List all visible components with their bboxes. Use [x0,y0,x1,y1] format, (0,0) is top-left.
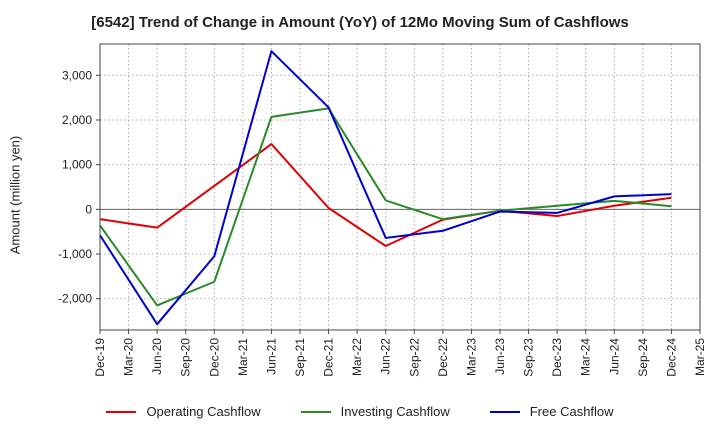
y-tick-label: 3,000 [62,68,92,82]
x-tick-labels: Dec-19 Mar-20 Jun-20 Sep-20 Dec-20 Mar-21 Jun-… [93,330,707,377]
x-tick-label: Jun-22 [379,338,393,375]
series-lines [99,50,672,326]
x-tick-label: Mar-24 [579,338,593,376]
x-tick-label: Sep-23 [522,338,536,377]
legend-label-free: Free Cashflow [529,404,614,419]
legend: Operating Cashflow Investing Cashflow Fr… [0,404,720,419]
legend-item-investing: Investing Cashflow [300,404,450,419]
x-tick-label: Dec-21 [322,338,336,377]
x-tick-label: Dec-23 [550,338,564,377]
y-tick-label: 0 [85,202,92,216]
x-tick-label: Mar-25 [693,338,707,376]
plot-frame [99,43,701,331]
x-tick-label: Dec-20 [207,338,221,377]
x-tick-label: Dec-22 [436,338,450,377]
x-tick-label: Jun-24 [607,338,621,375]
series-line-0 [99,143,672,247]
legend-swatch-investing [300,410,331,413]
y-tick-label: 1,000 [62,158,92,172]
x-tick-label: Mar-21 [236,338,250,376]
y-tick-labels: 3,000 2,000 1,000 0 -1,000 -2,000 [58,68,100,306]
grid [99,44,701,330]
x-tick-label: Jun-23 [493,338,507,375]
x-tick-label: Jun-20 [150,338,164,375]
y-tick-label: -1,000 [58,247,92,261]
x-tick-label: Mar-20 [122,338,136,376]
x-tick-label: Sep-22 [407,338,421,377]
chart-title: [6542] Trend of Change in Amount (YoY) o… [91,14,629,31]
legend-label-operating: Operating Cashflow [146,404,261,419]
legend-item-operating: Operating Cashflow [106,404,261,419]
legend-item-free: Free Cashflow [489,404,614,419]
y-tick-label: -2,000 [58,292,92,306]
x-tick-label: Sep-24 [636,338,650,377]
chart-canvas: Dec-19 Mar-20 Jun-20 Sep-20 Dec-20 Mar-21 Jun-… [58,43,707,377]
x-tick-label: Mar-23 [464,338,478,376]
legend-swatch-free [489,410,520,413]
x-tick-label: Sep-20 [179,338,193,377]
x-tick-label: Dec-24 [664,338,678,377]
x-tick-label: Dec-19 [93,338,107,377]
x-tick-label: Sep-21 [293,338,307,377]
legend-swatch-operating [106,410,137,413]
y-tick-label: 2,000 [62,113,92,127]
legend-label-investing: Investing Cashflow [340,404,450,419]
x-tick-label: Mar-22 [350,338,364,376]
x-tick-label: Jun-21 [264,338,278,375]
